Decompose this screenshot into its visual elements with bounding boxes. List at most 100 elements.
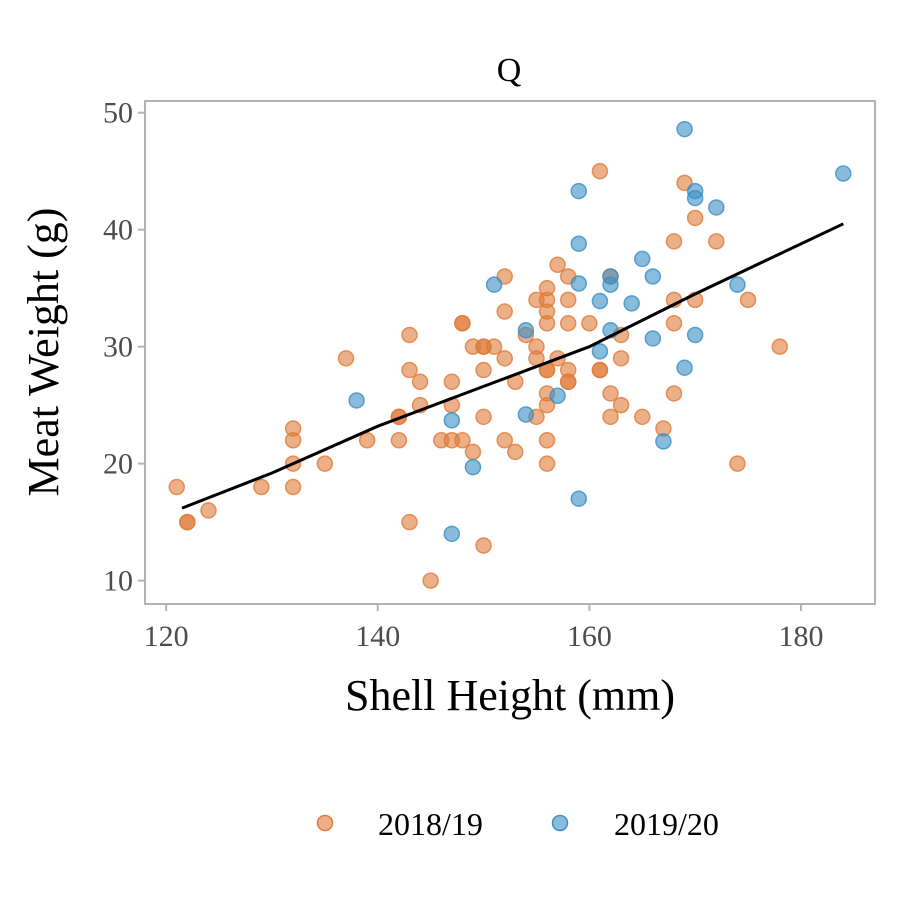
data-point-2018-19 bbox=[401, 361, 418, 379]
data-point-2019-20 bbox=[549, 387, 566, 405]
data-point-2019-20 bbox=[835, 165, 852, 182]
data-point-2018-19 bbox=[581, 315, 598, 332]
data-point-2018-19 bbox=[665, 233, 683, 250]
data-point-2018-19 bbox=[602, 385, 619, 402]
data-point-2019-20 bbox=[729, 276, 746, 293]
data-point-2019-20 bbox=[517, 322, 535, 339]
x-tick-label: 120 bbox=[144, 620, 189, 653]
data-point-2018-19 bbox=[612, 350, 630, 367]
data-point-2018-19 bbox=[443, 373, 461, 390]
trend-line bbox=[181, 222, 844, 510]
data-point-2018-19 bbox=[168, 478, 185, 496]
data-point-2019-20 bbox=[644, 268, 662, 285]
data-point-2018-19 bbox=[591, 162, 609, 180]
data-point-2018-19 bbox=[633, 408, 651, 426]
data-point-2018-19 bbox=[358, 431, 376, 449]
data-point-2019-20 bbox=[655, 433, 672, 450]
y-axis-title: Meat Weight (g) bbox=[19, 208, 68, 497]
data-point-2019-20 bbox=[570, 235, 588, 252]
legend-label-2019-20: 2019/20 bbox=[614, 806, 719, 842]
y-tick-label: 30 bbox=[103, 331, 133, 364]
x-tick-label: 140 bbox=[355, 620, 400, 653]
data-point-2019-20 bbox=[517, 406, 535, 423]
y-tick-label: 20 bbox=[103, 448, 133, 481]
data-point-2018-19 bbox=[665, 385, 683, 402]
data-point-2019-20 bbox=[676, 359, 693, 376]
data-point-2018-19 bbox=[454, 315, 471, 332]
data-point-2018-19 bbox=[284, 478, 302, 496]
y-tick-label: 50 bbox=[103, 97, 133, 130]
data-point-2018-19 bbox=[538, 431, 556, 449]
plot-panel bbox=[144, 100, 876, 605]
data-point-2018-19 bbox=[253, 478, 270, 496]
data-point-2019-20 bbox=[633, 250, 651, 268]
data-point-2018-19 bbox=[464, 443, 482, 461]
data-point-2019-20 bbox=[464, 458, 482, 476]
data-point-2018-19 bbox=[390, 431, 408, 449]
data-point-2018-19 bbox=[591, 361, 609, 379]
data-point-2019-20 bbox=[570, 275, 588, 292]
data-point-2019-20 bbox=[676, 120, 693, 138]
data-point-2019-20 bbox=[443, 525, 461, 543]
data-point-2019-20 bbox=[485, 276, 503, 293]
data-point-2018-19 bbox=[538, 455, 556, 472]
data-point-2018-19 bbox=[559, 291, 577, 309]
data-points bbox=[168, 120, 852, 589]
data-point-2018-19 bbox=[602, 408, 619, 426]
data-point-2018-19 bbox=[284, 431, 302, 449]
data-point-2018-19 bbox=[454, 431, 471, 449]
data-point-2019-20 bbox=[591, 343, 609, 360]
data-point-2019-20 bbox=[602, 276, 619, 293]
data-point-2018-19 bbox=[559, 315, 577, 332]
data-point-2018-19 bbox=[496, 431, 513, 449]
y-tick-label: 40 bbox=[103, 214, 133, 247]
data-point-2018-19 bbox=[729, 455, 746, 472]
x-axis: 120 140 160 180 bbox=[144, 604, 823, 653]
data-point-2019-20 bbox=[591, 292, 609, 310]
data-point-2018-19 bbox=[665, 315, 683, 332]
data-point-2018-19 bbox=[708, 233, 725, 250]
data-point-2018-19 bbox=[337, 350, 355, 367]
data-point-2018-19 bbox=[475, 361, 492, 379]
data-point-2018-19 bbox=[559, 373, 577, 390]
data-point-2019-20 bbox=[348, 392, 365, 409]
data-point-2018-19 bbox=[538, 396, 556, 414]
data-point-2018-19 bbox=[507, 443, 524, 461]
data-point-2018-19 bbox=[739, 291, 757, 309]
legend: 2018/19 2019/20 bbox=[316, 806, 719, 842]
legend-swatch-2019-20 bbox=[551, 814, 569, 832]
data-point-2019-20 bbox=[443, 412, 461, 429]
data-point-2018-19 bbox=[422, 572, 439, 589]
y-axis: 10 20 30 40 50 bbox=[103, 97, 145, 598]
data-point-2018-19 bbox=[538, 315, 556, 332]
legend-swatch-2018-19 bbox=[316, 814, 334, 832]
y-tick-label: 10 bbox=[103, 565, 133, 598]
data-point-2018-19 bbox=[401, 513, 418, 531]
data-point-2018-19 bbox=[771, 338, 789, 355]
data-point-2018-19 bbox=[549, 256, 566, 274]
legend-item-2019-20: 2019/20 bbox=[551, 806, 719, 842]
data-point-2018-19 bbox=[612, 396, 630, 414]
data-point-2019-20 bbox=[623, 295, 640, 312]
data-point-2018-19 bbox=[401, 326, 418, 344]
data-point-2018-19 bbox=[485, 338, 503, 355]
x-axis-title: Shell Height (mm) bbox=[345, 671, 675, 720]
data-point-2018-19 bbox=[475, 537, 492, 554]
data-point-2019-20 bbox=[644, 330, 662, 347]
data-point-2019-20 bbox=[686, 189, 704, 207]
data-point-2018-19 bbox=[496, 303, 513, 320]
data-point-2019-20 bbox=[686, 326, 704, 344]
x-tick-label: 180 bbox=[778, 620, 823, 653]
legend-item-2018-19: 2018/19 bbox=[316, 806, 483, 842]
legend-label-2018-19: 2018/19 bbox=[378, 806, 483, 842]
data-point-2019-20 bbox=[708, 199, 725, 216]
data-point-2019-20 bbox=[570, 182, 588, 200]
data-point-2018-19 bbox=[475, 408, 492, 426]
chart-title: Q bbox=[497, 52, 522, 89]
data-point-2018-19 bbox=[179, 513, 196, 531]
data-point-2019-20 bbox=[570, 490, 588, 507]
data-point-2018-19 bbox=[686, 209, 704, 227]
data-point-2018-19 bbox=[496, 350, 513, 367]
data-point-2018-19 bbox=[316, 455, 334, 472]
